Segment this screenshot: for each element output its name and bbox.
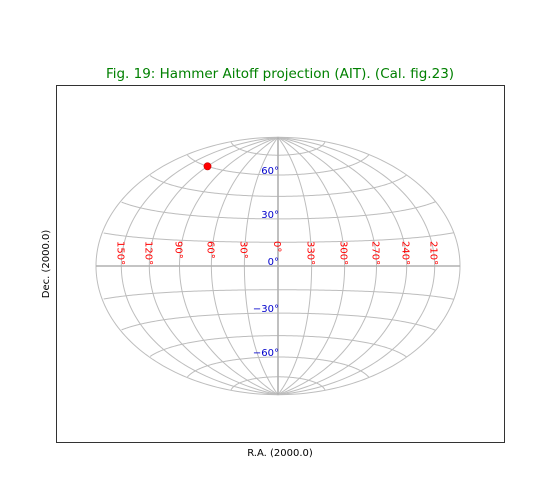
latitude-tick-label: 30° bbox=[261, 210, 279, 221]
longitude-tick-label: 30° bbox=[237, 241, 248, 259]
x-axis-label: R.A. (2000.0) bbox=[247, 448, 313, 459]
latitude-tick-label: 60° bbox=[261, 166, 279, 177]
longitude-tick-label: 270° bbox=[370, 241, 381, 265]
chart-title: Fig. 19: Hammer Aitoff projection (AIT).… bbox=[106, 66, 454, 82]
longitude-labels: 150° 120° 90° 60° 30° 0° 330° 300° 270° 240° 210° bbox=[114, 241, 438, 265]
latitude-tick-label: −30° bbox=[253, 304, 279, 315]
data-points bbox=[203, 162, 212, 171]
latitude-tick-label: 0° bbox=[268, 257, 279, 268]
longitude-tick-label: 90° bbox=[173, 241, 184, 259]
longitude-tick-label: 330° bbox=[305, 241, 316, 265]
longitude-tick-label: 0° bbox=[271, 241, 282, 252]
latitude-labels: 60° 30° 0° −30° −60° bbox=[253, 166, 279, 359]
longitude-tick-label: 150° bbox=[114, 241, 125, 265]
longitude-tick-label: 240° bbox=[400, 241, 411, 265]
longitude-tick-label: 60° bbox=[204, 241, 215, 259]
latitude-tick-label: −60° bbox=[253, 348, 279, 359]
longitude-tick-label: 120° bbox=[142, 241, 153, 265]
data-point bbox=[203, 162, 212, 171]
main-axes bbox=[96, 137, 460, 395]
y-axis-label: Dec. (2000.0) bbox=[41, 230, 52, 299]
longitude-tick-label: 300° bbox=[338, 241, 349, 265]
longitude-tick-label: 210° bbox=[428, 241, 439, 265]
axes-frame bbox=[56, 85, 505, 443]
